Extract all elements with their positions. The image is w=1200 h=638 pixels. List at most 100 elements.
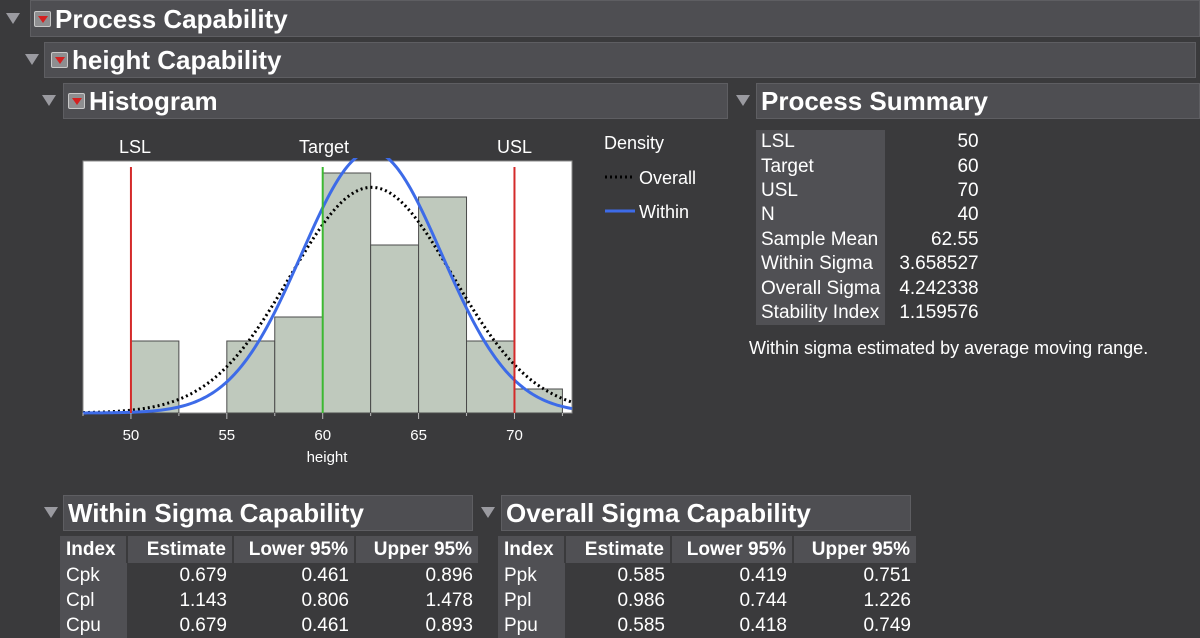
histogram-header[interactable]: Histogram: [63, 83, 728, 119]
value-cell: 0.679: [179, 614, 227, 636]
table-row: Ppu 0.585 0.418 0.749: [498, 613, 917, 638]
histogram-title: Histogram: [89, 86, 218, 116]
column-header[interactable]: Estimate: [127, 536, 234, 563]
column-header[interactable]: Upper 95%: [355, 536, 480, 563]
value-cell: 0.744: [739, 589, 787, 611]
histogram-bar: [513, 388, 563, 414]
summary-value: 1.159576: [899, 301, 979, 323]
histogram-menu-icon[interactable]: [68, 93, 85, 109]
summary-label: Stability Index: [756, 300, 886, 326]
index-cell: Ppl: [498, 588, 565, 613]
value-cell: 1.226: [863, 589, 911, 611]
height-capability-menu-icon[interactable]: [51, 52, 68, 68]
process-capability-header[interactable]: Process Capability: [30, 0, 1200, 37]
value-cell: 0.806: [301, 589, 349, 611]
histogram-bar: [370, 244, 420, 414]
value-cell: 1.143: [179, 589, 227, 611]
summary-value: 50: [957, 131, 979, 153]
value-cell: 0.419: [739, 564, 787, 586]
x-tick-label: 55: [218, 427, 235, 444]
within-capability-disclosure-icon[interactable]: [44, 507, 58, 518]
column-header[interactable]: Upper 95%: [793, 536, 918, 563]
column-header[interactable]: Lower 95%: [671, 536, 794, 563]
lsl-label: LSL: [119, 137, 152, 157]
overall-capability-header[interactable]: Overall Sigma Capability: [501, 495, 911, 531]
column-header[interactable]: Index: [60, 536, 128, 563]
summary-value: 40: [957, 204, 979, 226]
summary-value: 60: [957, 155, 979, 177]
value-cell: 0.751: [863, 564, 911, 586]
histogram-bar: [418, 196, 468, 414]
histogram-disclosure-icon[interactable]: [42, 95, 56, 106]
column-header[interactable]: Estimate: [565, 536, 672, 563]
index-cell: Ppu: [498, 613, 565, 638]
histogram-bar: [322, 172, 372, 414]
value-cell: 0.749: [863, 614, 911, 636]
table-row: Cpu 0.679 0.461 0.893: [60, 613, 479, 638]
table-row: Ppk 0.585 0.419 0.751: [498, 563, 917, 588]
histogram-chart[interactable]: 50 55 60 65 70 height: [60, 158, 600, 478]
process-capability-title: Process Capability: [55, 3, 288, 34]
within-density-curve: [83, 158, 573, 415]
overall-capability-title: Overall Sigma Capability: [506, 498, 811, 528]
process-summary-header[interactable]: Process Summary: [756, 83, 1200, 119]
value-cell: 0.418: [739, 614, 787, 636]
summary-label: Sample Mean: [756, 227, 886, 252]
overall-capability-table: Index Estimate Lower 95% Upper 95% Ppk 0.585…: [498, 536, 918, 638]
summary-row: Target 60: [756, 154, 984, 179]
summary-row: Stability Index 1.159576: [756, 300, 984, 326]
table-row: Cpk 0.679 0.461 0.896: [60, 563, 479, 588]
process-capability-disclosure-icon[interactable]: [6, 13, 20, 24]
process-capability-menu-icon[interactable]: [34, 10, 51, 27]
summary-label: N: [756, 203, 886, 228]
column-header[interactable]: Index: [498, 536, 566, 563]
height-capability-title: height Capability: [72, 45, 282, 75]
value-cell: 0.893: [425, 614, 473, 636]
value-cell: 0.986: [617, 589, 665, 611]
value-cell: 0.585: [617, 614, 665, 636]
legend-overall-swatch: [605, 175, 635, 179]
index-cell: Cpk: [60, 563, 127, 588]
summary-label: Within Sigma: [756, 251, 886, 277]
table-row: Ppl 0.986 0.744 1.226: [498, 588, 917, 613]
column-header[interactable]: Lower 95%: [233, 536, 356, 563]
summary-row: N 40: [756, 203, 984, 228]
target-label: Target: [299, 137, 350, 157]
x-tick-label: 70: [506, 427, 523, 444]
summary-row: Overall Sigma 4.242338: [756, 276, 984, 301]
summary-row: Within Sigma 3.658527: [756, 251, 984, 277]
value-cell: 0.896: [425, 564, 473, 586]
within-capability-title: Within Sigma Capability: [68, 498, 364, 528]
value-cell: 0.461: [301, 564, 349, 586]
process-summary-table: LSL 50 Target 60 USL 70 N 40 Sample Mean 62.55 Wit…: [756, 130, 984, 326]
table-row: Cpl 1.143 0.806 1.478: [60, 588, 479, 613]
summary-label: LSL: [756, 130, 886, 155]
index-cell: Cpl: [60, 588, 127, 613]
summary-label: Target: [756, 154, 886, 179]
process-summary-note: Within sigma estimated by average moving…: [749, 338, 1149, 358]
x-tick-label: 65: [410, 427, 427, 444]
legend-within-label: Within: [639, 202, 690, 222]
x-axis-label: height: [307, 449, 349, 466]
summary-value: 3.658527: [899, 253, 979, 275]
value-cell: 0.585: [617, 564, 665, 586]
value-cell: 1.478: [425, 589, 473, 611]
summary-value: 4.242338: [899, 277, 979, 299]
legend-overall-label: Overall: [639, 168, 697, 188]
height-capability-header[interactable]: height Capability: [44, 42, 1196, 78]
overall-density-curve: [82, 185, 573, 415]
summary-row: USL 70: [756, 178, 984, 204]
value-cell: 0.461: [301, 614, 349, 636]
value-cell: 0.679: [179, 564, 227, 586]
index-cell: Ppk: [498, 563, 565, 588]
process-summary-disclosure-icon[interactable]: [736, 95, 750, 106]
summary-value: 62.55: [931, 228, 979, 250]
index-cell: Cpu: [60, 613, 127, 638]
within-capability-header[interactable]: Within Sigma Capability: [63, 495, 473, 531]
overall-capability-disclosure-icon[interactable]: [481, 507, 495, 518]
summary-label: Overall Sigma: [756, 276, 886, 301]
usl-label: USL: [497, 137, 533, 157]
within-capability-table: Index Estimate Lower 95% Upper 95% Cpk 0.679…: [60, 536, 480, 638]
height-capability-disclosure-icon[interactable]: [25, 54, 39, 65]
legend-title: Density: [604, 133, 665, 153]
